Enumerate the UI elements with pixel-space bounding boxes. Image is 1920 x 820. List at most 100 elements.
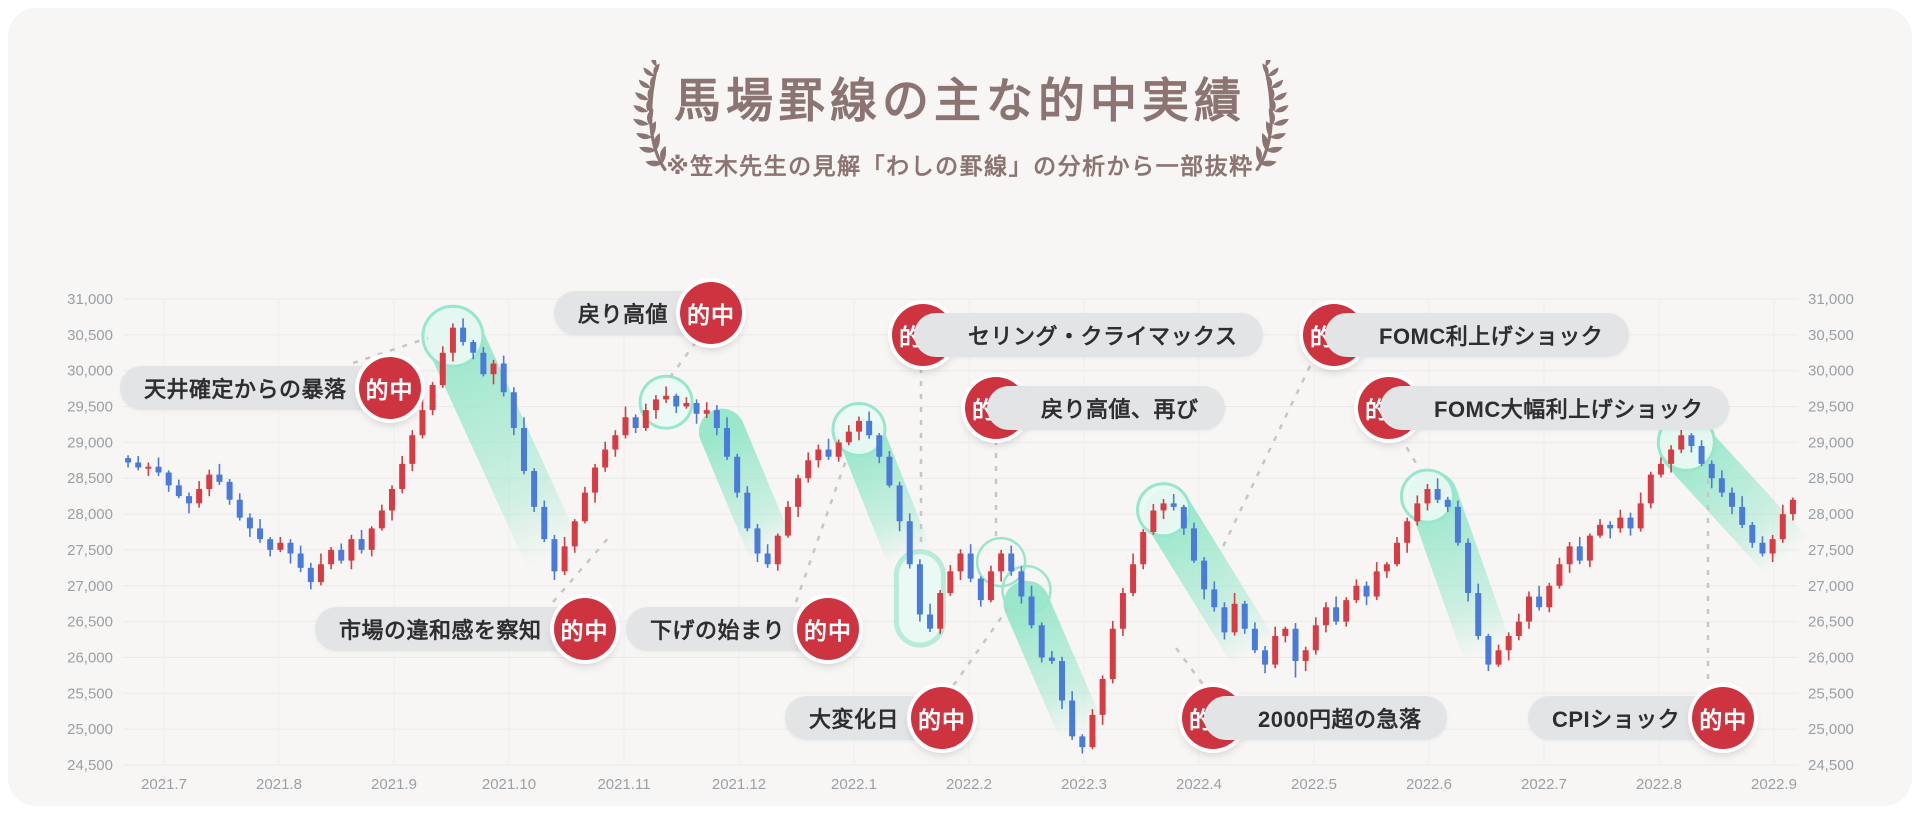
y-axis-label-left: 24,500 <box>67 757 113 774</box>
candle-body <box>348 539 355 561</box>
candle-body <box>1150 510 1157 532</box>
callout-label: セリング・クライマックス <box>914 313 1264 357</box>
candle-body <box>906 521 913 565</box>
candle-body <box>257 528 264 540</box>
x-axis-label: 2022.1 <box>831 776 877 793</box>
candle-body <box>1262 650 1269 665</box>
candle-body <box>277 542 284 550</box>
y-axis-label-left: 28,000 <box>67 506 113 523</box>
candle-body <box>165 472 172 486</box>
candle-body <box>957 553 964 572</box>
candle-body <box>196 488 203 504</box>
candle-body <box>805 460 812 479</box>
page-subtitle: ※笠木先生の見解「わしの罫線」の分析から一部抜粋 <box>666 153 1254 179</box>
dashed-connector <box>944 607 1010 697</box>
y-axis-label-right: 31,000 <box>1808 291 1854 308</box>
y-axis-label-right: 28,500 <box>1808 470 1854 487</box>
y-axis-label-left: 26,500 <box>67 614 113 631</box>
candle-body <box>1769 539 1776 554</box>
laurel-left-icon <box>631 60 670 172</box>
x-axis-label: 2022.7 <box>1521 776 1567 793</box>
x-axis-label: 2022.6 <box>1406 776 1452 793</box>
candle-body <box>1353 585 1360 601</box>
candle-body <box>206 474 213 489</box>
y-axis-label-right: 26,000 <box>1808 649 1854 666</box>
candle-body <box>1708 463 1715 479</box>
candle-body <box>1018 571 1025 597</box>
hit-badge: 的中 <box>553 598 616 660</box>
candle-body <box>1586 535 1593 561</box>
candle-body <box>713 410 720 429</box>
candle-body <box>1089 714 1096 748</box>
candle-body <box>571 521 578 547</box>
candle-body <box>439 352 446 386</box>
callout-2: 戻り高値 的中 <box>554 281 743 345</box>
candle-body <box>703 410 710 414</box>
x-axis-label: 2022.4 <box>1176 776 1222 793</box>
callout-9: FOMC利上げショック的中 <box>1303 303 1630 367</box>
candle-body <box>267 539 274 550</box>
callout-label: 天井確定からの暴落 <box>120 366 399 410</box>
dashed-connectors <box>352 336 1710 697</box>
y-axis-label-left: 25,000 <box>67 721 113 738</box>
y-axis-label-left: 29,500 <box>67 399 113 416</box>
highlight-circle <box>975 536 1027 588</box>
dashed-connector <box>552 535 611 603</box>
candle-body <box>784 506 791 536</box>
candle-body <box>1231 603 1238 633</box>
candle-body <box>977 578 984 601</box>
candle-body <box>1028 596 1035 626</box>
hit-badge: 的中 <box>911 687 974 749</box>
trend-band <box>841 419 933 581</box>
dashed-connector <box>1174 647 1212 695</box>
callout-1: 天井確定からの暴落 的中 <box>120 356 421 420</box>
y-axis-label-left: 28,500 <box>67 470 113 487</box>
candle-body <box>1515 621 1522 636</box>
x-axis-label: 2022.8 <box>1636 776 1682 793</box>
y-axis-label-right: 25,000 <box>1808 721 1854 738</box>
candle-body <box>1404 521 1411 543</box>
candle-body <box>185 496 192 504</box>
dashed-connector <box>794 459 848 603</box>
candle-body <box>1749 524 1756 543</box>
candle-body <box>1485 635 1492 665</box>
candle-body <box>1140 532 1147 565</box>
candle-body <box>155 466 162 473</box>
candle-body <box>998 553 1005 572</box>
candle-body <box>1170 503 1177 507</box>
candle-body <box>551 539 558 572</box>
callout-3: 市場の違和感を察知 的中 <box>315 597 616 661</box>
candle-body <box>1059 661 1066 701</box>
candle-body <box>602 449 609 468</box>
candle-body <box>1394 542 1401 565</box>
candle-body <box>734 456 741 493</box>
candle-body <box>581 492 588 522</box>
dashed-connector <box>666 341 698 381</box>
trend-band <box>423 305 584 587</box>
candle-body <box>1607 524 1614 529</box>
y-axis-label-right: 30,000 <box>1808 363 1854 380</box>
y-axis-label-right: 27,500 <box>1808 542 1854 559</box>
candle-body <box>642 410 649 429</box>
laurel-right-icon <box>1252 60 1291 172</box>
candle-body <box>937 592 944 629</box>
candle-body <box>1759 542 1766 554</box>
callout-5: 大変化日 的中 <box>785 686 974 750</box>
candle-body <box>1668 449 1675 464</box>
candle-body <box>866 420 873 436</box>
candle-body <box>987 571 994 601</box>
candle-body <box>825 449 832 457</box>
chart-card: 馬場罫線の主な的中実績 ※笠木先生の見解「わしの罫線」の分析から一部抜粋 31,… <box>8 8 1912 806</box>
candle-body <box>916 564 923 615</box>
x-axis-label: 2021.9 <box>371 776 417 793</box>
candle-body <box>1333 607 1340 622</box>
hit-badge: 的中 <box>680 282 743 344</box>
candle-body <box>490 363 497 375</box>
candle-body <box>1130 564 1137 593</box>
candle-body <box>1444 499 1451 507</box>
candle-body <box>541 506 548 540</box>
hit-badge: 的中 <box>358 357 421 419</box>
candle-body <box>1739 506 1746 525</box>
y-axis-label-right: 29,500 <box>1808 399 1854 416</box>
candle-body <box>1576 546 1583 561</box>
